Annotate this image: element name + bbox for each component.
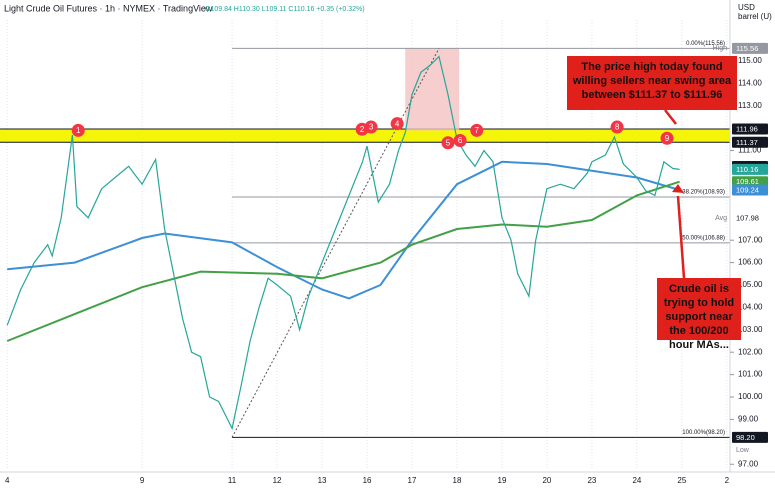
x-tick-label: 17 [408, 476, 417, 485]
pin-label: 5 [446, 138, 451, 147]
price-label-box [732, 212, 768, 224]
y-tick-label: 103.00 [738, 325, 763, 334]
pin-label: 8 [615, 123, 620, 132]
price-label: 109.61 [736, 177, 759, 186]
y-tick-label: 105.00 [738, 280, 763, 289]
price-label-box [732, 184, 768, 196]
x-tick-label: 9 [140, 476, 145, 485]
trend-line [231, 48, 440, 438]
x-tick-label: 4 [5, 476, 10, 485]
y-tick-label: 106.00 [738, 258, 763, 267]
y-tick-label: 107.00 [738, 235, 763, 244]
price-label: 111.37 [736, 138, 758, 147]
pin [390, 117, 404, 131]
pin [441, 136, 455, 150]
price-label-box [732, 136, 768, 148]
y-axis-label: USD [738, 3, 755, 12]
price-label-note: Avg [715, 215, 727, 222]
fib-label: 38.20%(108.93) [682, 190, 725, 196]
x-tick-label: 18 [453, 476, 462, 485]
price-label-box [732, 431, 768, 443]
price-label-note: Low [736, 447, 750, 454]
pin [453, 133, 467, 147]
x-tick-label: 19 [498, 476, 507, 485]
resistance-band [0, 129, 730, 143]
y-tick-label: 101.00 [738, 370, 763, 379]
fib-label: 100.00%(98.20) [682, 430, 725, 436]
pin [71, 123, 85, 137]
pin [364, 120, 378, 134]
x-tick-label: 16 [363, 476, 372, 485]
price-label: 98.20 [736, 433, 755, 442]
pin [610, 120, 624, 134]
series-line [7, 160, 680, 300]
price-label: 111.96 [736, 125, 758, 134]
pin-label: 2 [360, 125, 365, 134]
y-tick-label: 113.00 [738, 101, 762, 110]
fib-label: 50.00%(106.88) [682, 235, 725, 241]
fib-label: 0.00%(115.56) [686, 41, 725, 47]
annotation: Crude oil is trying to hold support near… [657, 278, 741, 351]
x-tick-label: 24 [632, 476, 641, 485]
y-tick-label: 111.00 [738, 146, 762, 155]
y-tick-label: 104.00 [738, 303, 763, 312]
price-label-note: High [713, 45, 728, 52]
annotation: The price high today found willing selle… [567, 56, 737, 110]
x-tick-label: 12 [273, 476, 282, 485]
x-tick-label: 13 [318, 476, 327, 485]
pin [660, 131, 674, 145]
arrow [664, 109, 677, 125]
price-label-box [732, 42, 768, 54]
series-line [6, 180, 680, 342]
ohlc: O109.84 H110.30 L109.11 C110.16 +0.35 (+… [205, 6, 365, 13]
pin-label: 1 [76, 126, 81, 135]
pin-label: 9 [665, 134, 670, 143]
pin-label: 3 [369, 123, 374, 132]
x-tick-label: 25 [677, 476, 686, 485]
price-label: 109.24 [736, 185, 759, 194]
pin-label: 6 [458, 136, 463, 145]
price-label-box [732, 163, 768, 175]
x-tick-label: 23 [587, 476, 596, 485]
price-label-box [732, 123, 768, 135]
arrow-head [672, 184, 684, 193]
chart-title: Light Crude Oil Futures · 1h · NYMEX · T… [4, 3, 213, 13]
price-label: 107.98 [736, 214, 759, 223]
x-tick-label: 2 [725, 476, 730, 485]
pin-label: 7 [475, 126, 480, 135]
y-axis-label: barrel (U) [738, 12, 772, 21]
price-label: 110.16 [736, 165, 758, 174]
series-line [6, 55, 680, 431]
arrow [676, 195, 686, 279]
pin-label: 4 [395, 119, 400, 128]
x-tick-label: 20 [542, 476, 551, 485]
pin [470, 123, 484, 137]
x-tick-label: 11 [228, 476, 237, 485]
y-tick-label: 99.00 [738, 415, 759, 424]
y-tick-label: 115.00 [738, 56, 762, 65]
price-label-box [732, 176, 768, 188]
y-tick-label: 100.00 [738, 392, 763, 401]
y-tick-label: 114.00 [738, 78, 762, 87]
y-tick-label: 97.00 [738, 459, 759, 468]
price-label: 115.56 [736, 44, 758, 53]
y-tick-label: 102.00 [738, 347, 763, 356]
highlight-zone [405, 48, 460, 131]
